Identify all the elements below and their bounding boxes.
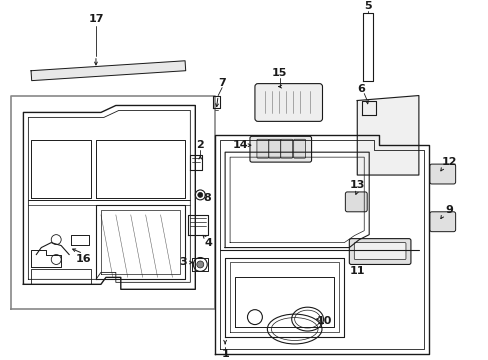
Text: 13: 13 [349, 180, 364, 190]
Text: 7: 7 [218, 78, 225, 87]
Text: 14: 14 [232, 140, 247, 150]
Text: 4: 4 [204, 238, 212, 248]
Text: 11: 11 [349, 266, 364, 276]
FancyBboxPatch shape [293, 139, 305, 158]
FancyBboxPatch shape [280, 139, 292, 158]
Polygon shape [31, 61, 185, 81]
FancyBboxPatch shape [429, 212, 455, 232]
FancyBboxPatch shape [354, 243, 405, 260]
Text: 10: 10 [316, 316, 331, 326]
FancyBboxPatch shape [268, 139, 280, 158]
Circle shape [197, 193, 203, 197]
Text: 12: 12 [441, 157, 456, 167]
Text: 15: 15 [271, 68, 287, 78]
Text: 1: 1 [221, 349, 228, 359]
Text: 9: 9 [445, 205, 453, 215]
FancyBboxPatch shape [249, 136, 311, 162]
Text: 8: 8 [203, 193, 211, 203]
Text: 6: 6 [357, 84, 365, 94]
Text: 3: 3 [179, 257, 187, 267]
Text: 17: 17 [88, 14, 103, 24]
FancyBboxPatch shape [254, 84, 322, 121]
FancyBboxPatch shape [429, 164, 455, 184]
Text: 2: 2 [196, 140, 204, 150]
FancyBboxPatch shape [345, 192, 366, 212]
FancyBboxPatch shape [256, 139, 268, 158]
Text: 16: 16 [75, 255, 91, 265]
Circle shape [196, 261, 203, 268]
Polygon shape [357, 95, 418, 175]
Text: 5: 5 [364, 1, 371, 11]
FancyBboxPatch shape [348, 239, 410, 265]
